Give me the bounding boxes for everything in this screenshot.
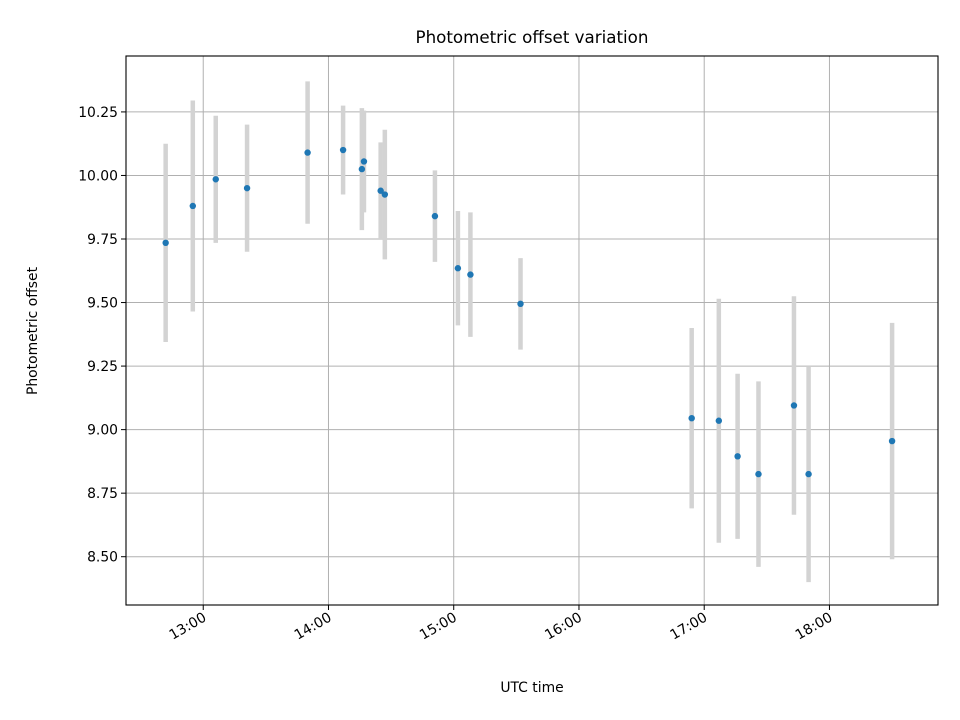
data-point (755, 470, 762, 478)
data-point (790, 402, 798, 409)
y-tick-label: 8.50 (87, 550, 118, 566)
data-point (162, 239, 169, 247)
chart-title: Photometric offset variation (416, 27, 649, 47)
y-tick-label: 9.75 (87, 232, 118, 248)
data-point (688, 414, 695, 422)
data-point (358, 165, 366, 173)
y-tick-label: 9.50 (87, 296, 118, 312)
y-tick-label: 9.25 (87, 359, 118, 375)
data-points (162, 146, 896, 478)
x-tick-label: 14:00 (292, 610, 335, 644)
x-tick-label: 17:00 (668, 610, 711, 644)
data-point (734, 453, 741, 460)
x-tick-label: 16:00 (542, 610, 585, 644)
data-point (377, 187, 384, 194)
data-point (381, 191, 389, 198)
data-point (431, 212, 439, 220)
x-tick-label: 15:00 (417, 610, 460, 644)
data-point (517, 300, 524, 308)
y-axis-label: Photometric offset (25, 266, 41, 395)
y-axis-ticks: 8.50 8.75 9.00 9.25 9.50 9.75 10.00 10.25 (78, 105, 126, 566)
y-tick-label: 10.00 (78, 168, 118, 184)
data-point (467, 271, 474, 278)
data-point (715, 417, 723, 424)
data-point (360, 158, 368, 165)
x-tick-label: 18:00 (793, 610, 836, 644)
data-point (454, 265, 462, 272)
grid (126, 56, 938, 605)
data-point (339, 146, 347, 154)
data-point (212, 176, 219, 183)
plot-frame (125, 55, 939, 606)
y-tick-label: 9.00 (87, 423, 118, 439)
x-tick-label: 13:00 (167, 610, 210, 644)
y-tick-label: 10.25 (78, 105, 118, 121)
data-point (888, 437, 896, 445)
error-bars (163, 81, 895, 583)
data-point (805, 470, 812, 478)
data-point (189, 202, 196, 210)
data-point (304, 149, 311, 156)
x-axis-ticks: 13:00 14:00 15:00 16:00 17:00 18:00 (167, 605, 836, 644)
data-point (243, 184, 251, 192)
x-axis-label: UTC time (500, 680, 563, 696)
y-tick-label: 8.75 (87, 486, 118, 502)
